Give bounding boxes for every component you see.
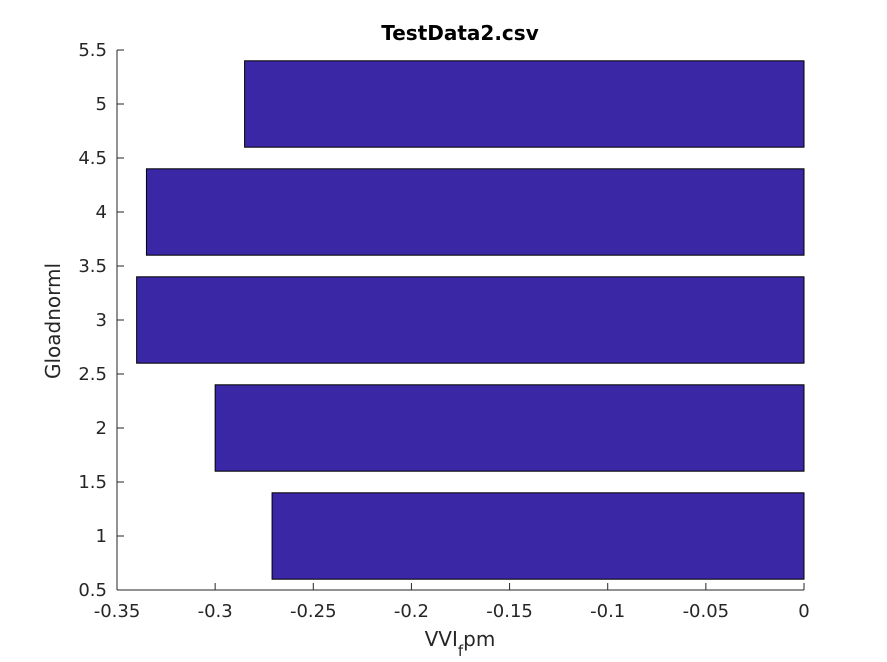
x-tick-labels: -0.35 -0.3 -0.25 -0.2 -0.15 -0.1 -0.05 0 [94, 601, 810, 622]
x-axis-label-main: VVI [425, 627, 458, 651]
y-tick-label: 4 [96, 202, 107, 223]
bar-1 [271, 492, 805, 580]
x-tick-label: -0.15 [486, 601, 533, 622]
y-tick-label: 1.5 [78, 472, 107, 493]
x-tick-label: -0.3 [198, 601, 233, 622]
x-axis-label-tail: pm [463, 627, 495, 651]
y-tick-label: 5 [96, 94, 107, 115]
y-tick-label: 5.5 [78, 40, 107, 61]
chart-title: TestData2.csv [381, 21, 538, 45]
y-tick-labels: 0.5 1 1.5 2 2.5 3 3.5 4 4.5 5 5.5 [78, 40, 107, 601]
y-tick-label: 3.5 [78, 256, 107, 277]
y-tick-label: 2 [96, 418, 107, 439]
x-tick-label: -0.35 [94, 601, 141, 622]
x-tick-label: -0.1 [590, 601, 625, 622]
bar-3 [136, 276, 805, 364]
y-axis-label: Gloadnorml [41, 263, 65, 379]
bar-5 [244, 60, 805, 148]
y-tick-label: 1 [96, 526, 107, 547]
y-tick-label: 3 [96, 310, 107, 331]
y-tick-label: 4.5 [78, 148, 107, 169]
x-axis-label-subscript: f [458, 642, 464, 660]
x-tick-label: 0 [798, 601, 809, 622]
x-tick-label: -0.05 [683, 601, 730, 622]
y-tick-label: 0.5 [78, 580, 107, 601]
x-tick-label: -0.2 [394, 601, 429, 622]
x-axis-label: VVIfpm [425, 627, 496, 660]
y-tick-label: 2.5 [78, 364, 107, 385]
bars-group [136, 60, 805, 580]
x-tick-label: -0.25 [290, 601, 337, 622]
bar-2 [214, 384, 805, 472]
axes-group [116, 49, 805, 591]
bar-4 [145, 168, 805, 256]
